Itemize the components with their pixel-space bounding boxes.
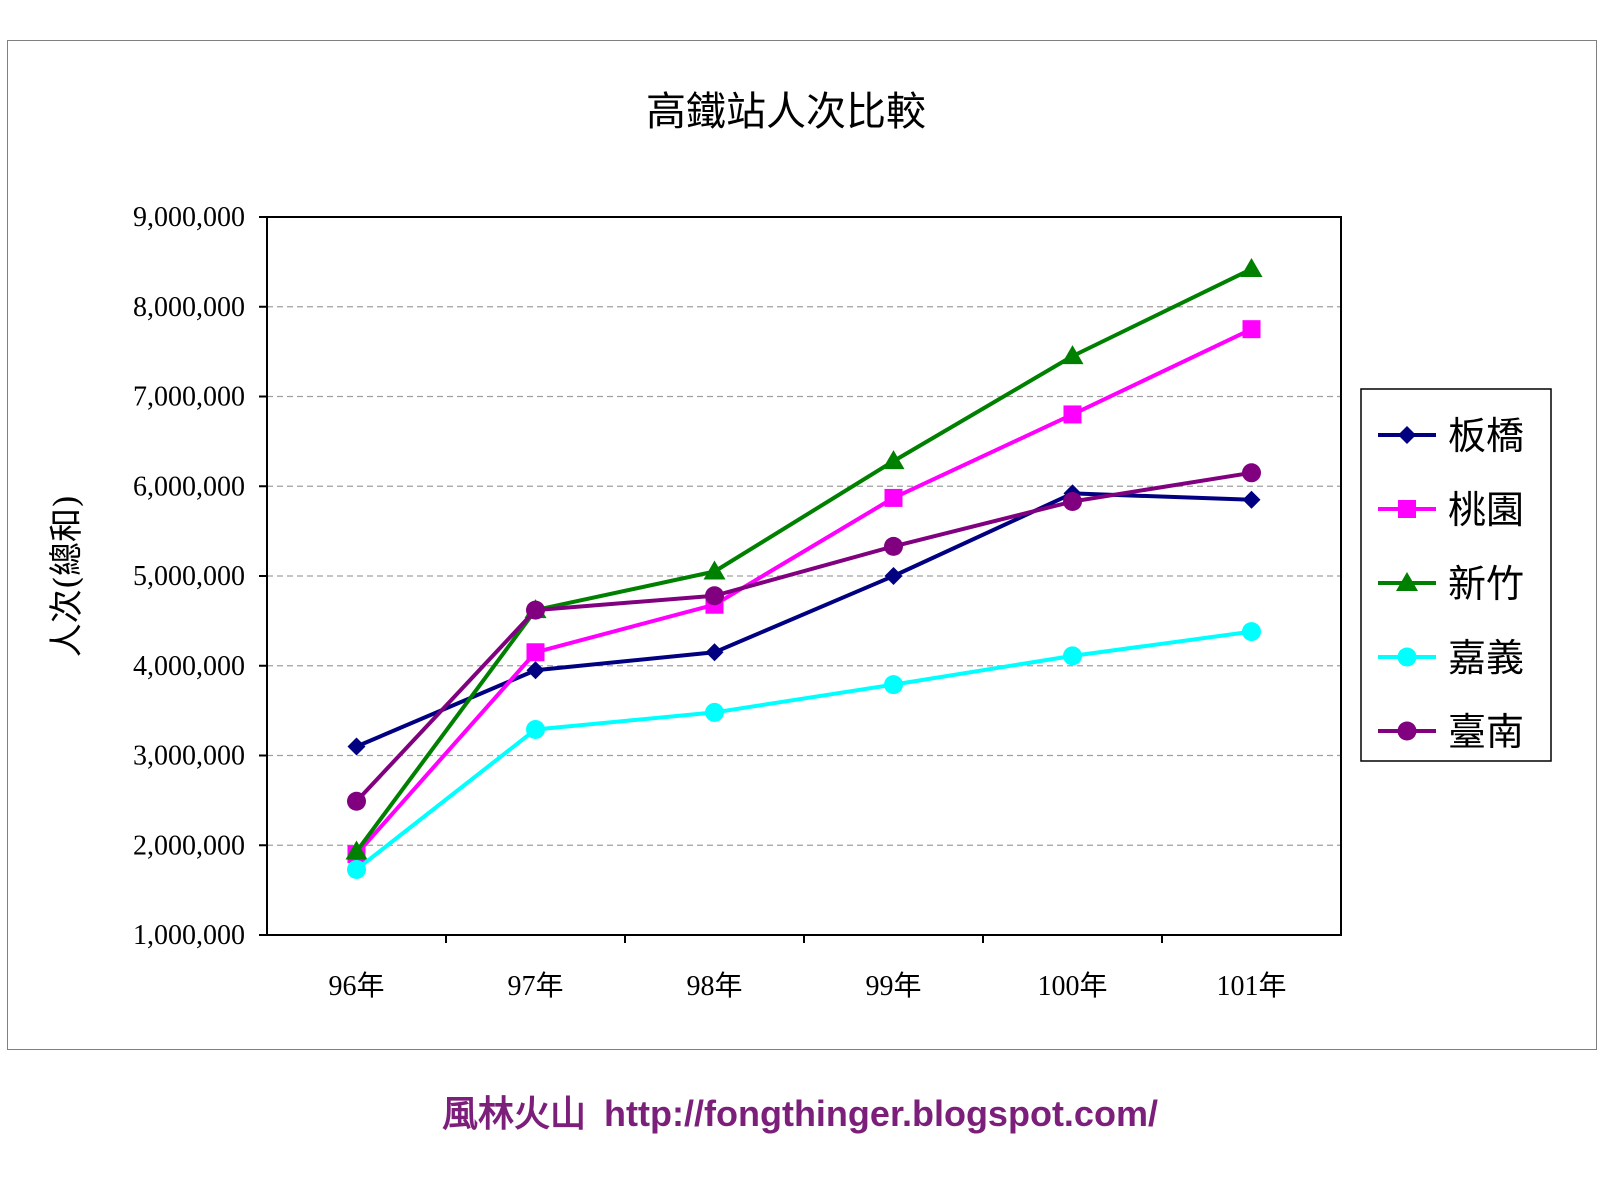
series-line — [355, 327, 1253, 856]
data-point — [1061, 345, 1084, 365]
legend-swatch-marker — [1398, 500, 1416, 518]
footer-url-link[interactable]: http://fongthinger.blogspot.com/ — [604, 1093, 1158, 1134]
legend-swatch-marker — [1397, 721, 1417, 741]
x-tick-label: 97年 — [507, 970, 563, 1002]
y-tick-label: 8,000,000 — [133, 292, 245, 323]
data-point — [884, 675, 903, 695]
y-tick-label: 9,000,000 — [133, 202, 245, 233]
data-point — [526, 600, 545, 620]
line-chart: 高鐵站人次比較 96年 97年 98年 99年 100年 101年 1,000,000 2,… — [47, 89, 1552, 1002]
data-point — [703, 560, 726, 580]
series-嘉義 — [347, 622, 1261, 879]
legend-item: 臺南 — [1378, 710, 1524, 754]
y-tick-label: 1,000,000 — [133, 920, 245, 951]
legend-label: 板橋 — [1448, 414, 1524, 458]
data-point — [1240, 258, 1263, 278]
data-point — [347, 859, 366, 879]
data-point — [884, 488, 903, 507]
legend-swatch-marker — [1397, 647, 1417, 667]
chart-title: 高鐵站人次比較 — [646, 89, 926, 135]
data-point — [705, 702, 724, 722]
data-point — [1063, 405, 1082, 424]
gridlines — [267, 306, 1341, 846]
y-tick-label: 3,000,000 — [133, 741, 245, 772]
series-板橋 — [347, 484, 1261, 756]
x-tick-label: 100年 — [1037, 970, 1107, 1002]
legend-label: 嘉義 — [1448, 636, 1524, 680]
series-line — [354, 267, 1253, 853]
legend-box — [1360, 388, 1552, 762]
series-桃園 — [347, 320, 1261, 864]
data-point — [1242, 320, 1261, 339]
legend-item: 桃園 — [1378, 488, 1524, 532]
series-臺南 — [347, 463, 1261, 811]
data-point — [705, 586, 724, 606]
y-axis-ticks: 1,000,000 2,000,000 3,000,000 4,000,000 5,00… — [133, 202, 267, 951]
series-line — [355, 491, 1252, 749]
legend-item: 板橋 — [1378, 414, 1524, 458]
x-tick-label: 99年 — [865, 970, 921, 1002]
data-point — [1242, 463, 1261, 483]
series-layer — [345, 258, 1263, 879]
data-point — [526, 661, 545, 680]
legend-swatch-marker — [1396, 572, 1418, 591]
footer-site-name: 風林火山 — [442, 1093, 587, 1135]
footer-credit: 風林火山 http://fongthinger.blogspot.com/ — [0, 1085, 1600, 1137]
y-tick-label: 6,000,000 — [133, 471, 245, 502]
legend-swatch-marker — [1398, 426, 1416, 444]
series-line — [355, 470, 1252, 803]
data-point — [705, 643, 724, 662]
x-axis-ticks: 96年 97年 98年 99年 100年 101年 — [328, 935, 1287, 1002]
y-tick-label: 7,000,000 — [133, 382, 245, 413]
data-point — [1063, 646, 1082, 666]
legend-label: 桃園 — [1448, 488, 1524, 532]
data-point — [347, 737, 366, 756]
legend-item: 嘉義 — [1378, 636, 1524, 680]
y-tick-label: 4,000,000 — [133, 651, 245, 682]
data-point — [526, 719, 545, 739]
data-point — [345, 840, 368, 860]
data-point — [1063, 492, 1082, 512]
x-tick-label: 101年 — [1216, 970, 1286, 1002]
x-tick-label: 96年 — [328, 970, 384, 1002]
data-point — [884, 536, 903, 556]
data-point — [882, 450, 905, 470]
y-tick-label: 2,000,000 — [133, 830, 245, 861]
y-tick-label: 5,000,000 — [133, 561, 245, 592]
y-axis-label: 人次(總和) — [47, 495, 87, 658]
data-point — [884, 567, 903, 585]
series-line — [355, 629, 1252, 872]
legend-label: 臺南 — [1448, 710, 1524, 754]
legend-item: 新竹 — [1378, 562, 1524, 606]
chart-frame: 高鐵站人次比較 96年 97年 98年 99年 100年 101年 1,000,000 2,… — [7, 40, 1597, 1050]
x-tick-label: 98年 — [686, 970, 742, 1002]
data-point — [526, 643, 545, 662]
data-point — [347, 791, 366, 811]
data-point — [1242, 490, 1261, 509]
data-point — [1242, 622, 1261, 642]
legend-label: 新竹 — [1448, 562, 1524, 606]
